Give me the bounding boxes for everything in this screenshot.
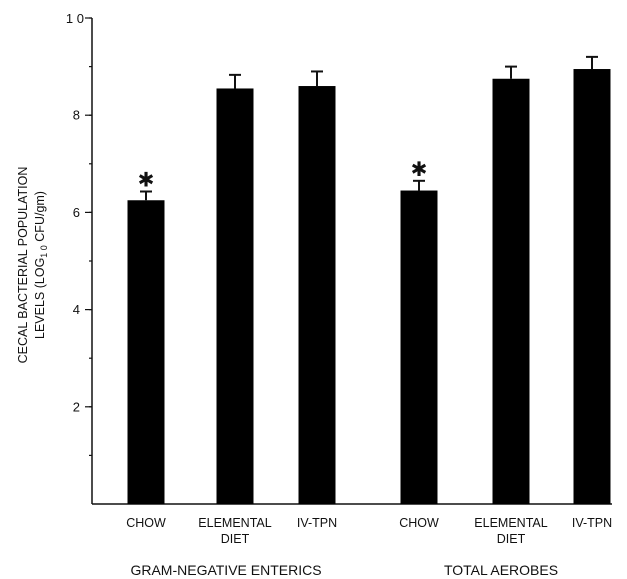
y-tick-label: 8 — [73, 108, 80, 123]
bar — [400, 190, 438, 504]
y-axis-label-line1: CECAL BACTERIAL POPULATION — [16, 167, 30, 364]
y-tick-label: 2 — [73, 399, 80, 414]
significance-marker: ✱ — [138, 170, 155, 192]
y-axis-label-subscript: 1 0 — [39, 245, 49, 258]
y-tick-label: 4 — [73, 302, 80, 317]
bar — [492, 78, 530, 504]
bar — [216, 88, 254, 504]
x-group-label: TOTAL AEROBES — [444, 562, 558, 578]
x-category-label: IV-TPN — [572, 516, 612, 530]
significance-marker: ✱ — [411, 159, 428, 181]
labels: CHOW ELEMENTAL DIET IV-TPN GRAM-NEGATIVE ENT… — [126, 516, 612, 578]
x-category-label: ELEMENTAL — [474, 516, 547, 530]
bar — [298, 86, 336, 504]
x-category-label: CHOW — [399, 516, 439, 530]
y-axis-label-line2: LEVELS (LOG1 0 CFU/gm) — [33, 191, 49, 339]
y-axis-label-suffix: CFU/gm) — [33, 191, 47, 245]
x-category-label: IV-TPN — [297, 516, 337, 530]
x-category-label: DIET — [497, 532, 526, 546]
bar — [573, 69, 611, 504]
x-category-label: CHOW — [126, 516, 166, 530]
y-tick-label-max: 1 0 — [66, 11, 84, 26]
x-category-label: ELEMENTAL — [198, 516, 271, 530]
y-axis-label-prefix: LEVELS (LOG — [33, 258, 47, 339]
bar — [127, 200, 165, 504]
y-tick-label: 6 — [73, 205, 80, 220]
x-category-label: DIET — [221, 532, 250, 546]
bars: ✱ ✱ — [127, 55, 611, 504]
x-group-label: GRAM-NEGATIVE ENTERICS — [130, 562, 321, 578]
